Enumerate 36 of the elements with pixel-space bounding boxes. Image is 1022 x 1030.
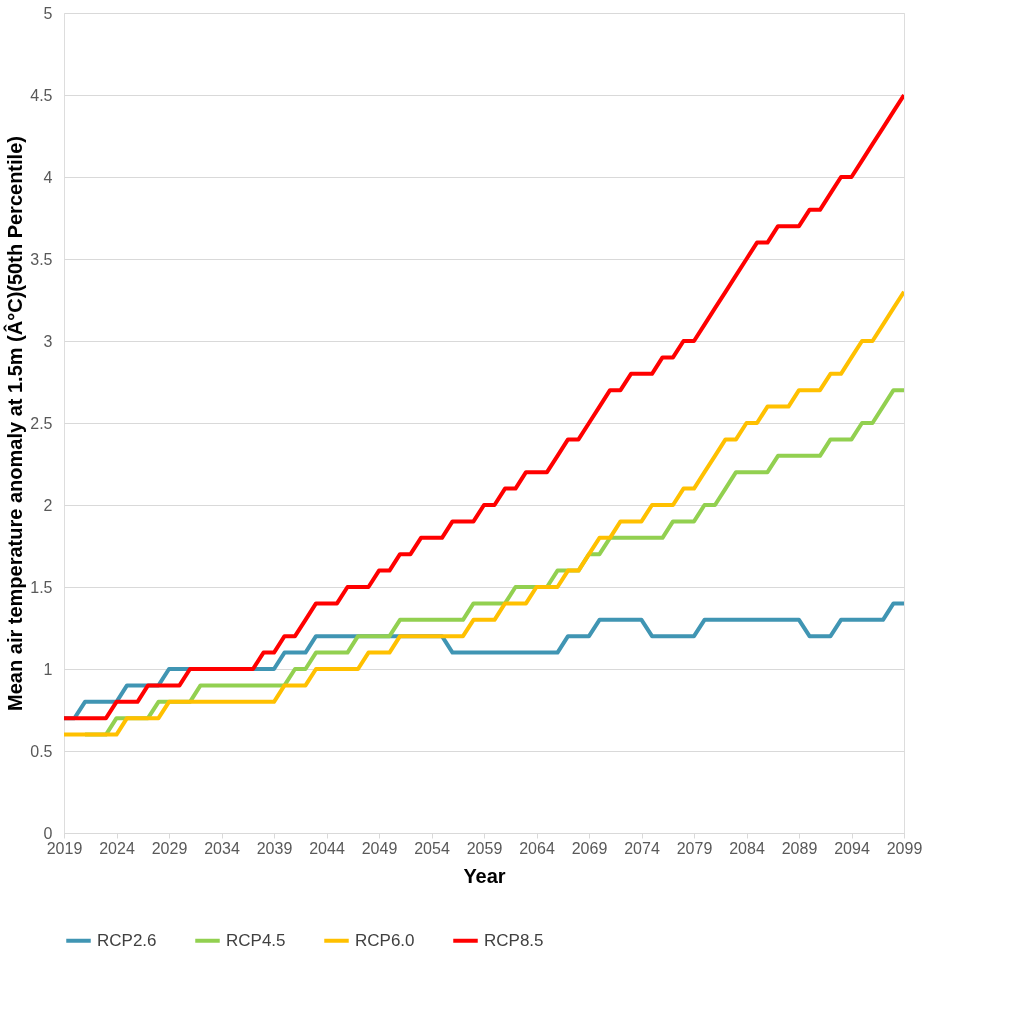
x-axis-title: Year xyxy=(463,864,506,887)
x-tick-label: 2084 xyxy=(729,839,765,857)
legend-label: RCP4.5 xyxy=(226,930,286,950)
y-tick-label: 0.5 xyxy=(30,742,53,760)
y-tick-label: 4.5 xyxy=(30,86,53,104)
x-tick-label: 2064 xyxy=(519,839,555,857)
x-tick-label: 2044 xyxy=(309,839,345,857)
x-tick-label: 2054 xyxy=(414,839,450,857)
y-tick-label: 2.5 xyxy=(30,414,53,432)
x-tick-label: 2094 xyxy=(834,839,870,857)
x-tick-label: 2079 xyxy=(676,839,713,857)
line-series xyxy=(64,289,904,737)
x-tick-label: 2039 xyxy=(256,839,293,857)
legend-label: RCP2.6 xyxy=(97,930,157,950)
y-tick-label: 3 xyxy=(43,332,53,350)
y-tick-label: 1.5 xyxy=(30,578,53,596)
line-series xyxy=(64,93,904,721)
x-tick-label: 2059 xyxy=(466,839,503,857)
y-tick-label: 5 xyxy=(43,4,53,22)
legend-label: RCP8.5 xyxy=(484,930,544,950)
y-tick-label: 3.5 xyxy=(30,250,53,268)
y-tick-label: 4 xyxy=(43,168,53,186)
x-tick-label: 2099 xyxy=(886,839,923,857)
x-tick-label: 2069 xyxy=(571,839,608,857)
y-tick-label: 2 xyxy=(43,496,53,514)
y-tick-label: 0 xyxy=(43,824,53,842)
y-tick-label: 1 xyxy=(43,660,53,678)
x-tick-label: 2049 xyxy=(361,839,398,857)
x-tick-label: 2089 xyxy=(781,839,818,857)
x-tick-label: 2019 xyxy=(46,839,83,857)
x-tick-label: 2074 xyxy=(624,839,660,857)
y-axis-title: Mean air temperature anomaly at 1.5m (Â°C)(50th Percentile) xyxy=(3,136,27,711)
x-tick-label: 2029 xyxy=(151,839,188,857)
x-tick-label: 2034 xyxy=(204,839,240,857)
x-tick-label: 2024 xyxy=(99,839,135,857)
legend-label: RCP6.0 xyxy=(355,930,415,950)
